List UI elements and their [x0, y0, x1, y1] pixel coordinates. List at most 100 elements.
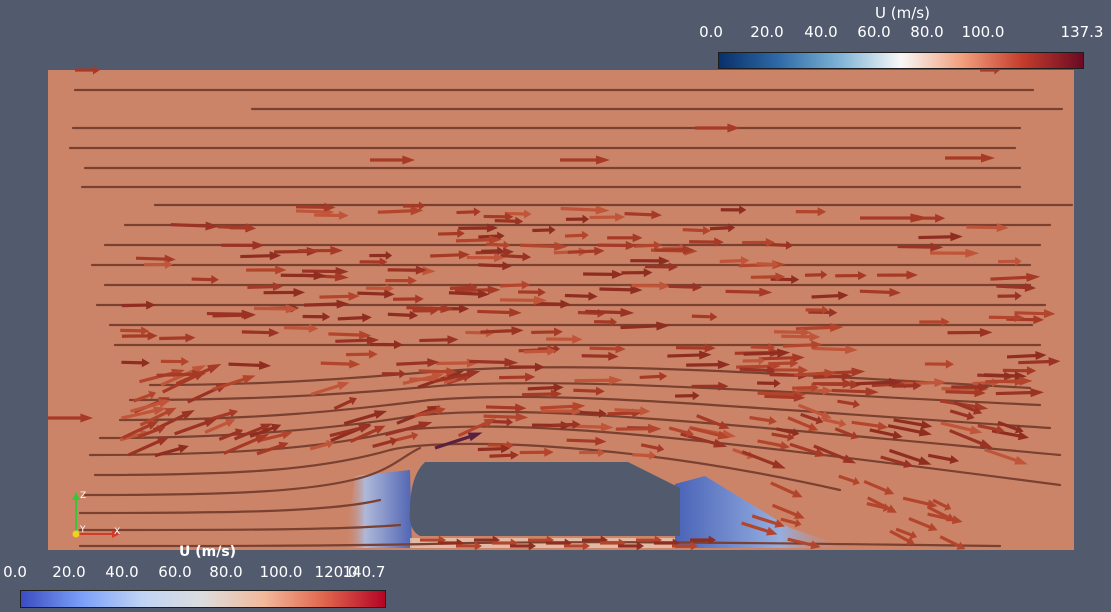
velocity-arrow — [897, 242, 944, 252]
velocity-arrow — [776, 427, 800, 437]
velocity-arrow — [564, 230, 589, 240]
velocity-arrow — [121, 406, 167, 420]
velocity-arrow — [349, 425, 386, 443]
velocity-arrow — [246, 265, 287, 275]
velocity-arrow — [456, 207, 481, 217]
velocity-arrow — [690, 426, 730, 440]
velocity-arrow — [302, 312, 331, 322]
velocity-arrow — [372, 437, 399, 449]
velocity-arrow — [247, 282, 283, 292]
velocity-arrow — [130, 399, 171, 413]
velocity-arrow — [546, 334, 583, 344]
velocity-arrow — [523, 346, 557, 356]
velocity-arrow — [531, 327, 563, 337]
velocity-arrow — [418, 367, 458, 377]
velocity-arrow — [160, 357, 190, 367]
velocity-arrow — [756, 259, 779, 269]
velocity-arrow — [483, 412, 529, 422]
velocity-arrow — [940, 421, 983, 435]
velocity-arrow — [813, 345, 858, 355]
velocity-arrow — [508, 362, 546, 372]
velocity-arrow — [223, 433, 270, 455]
velocity-arrow — [560, 155, 610, 165]
velocity-arrow — [997, 291, 1022, 301]
velocity-arrow — [770, 481, 803, 498]
velocity-arrow — [751, 514, 786, 528]
velocity-arrow — [985, 376, 1033, 386]
velocity-arrow — [953, 401, 983, 415]
velocity-arrow — [630, 256, 670, 266]
colorbar-bottom-title: U (m/s) — [179, 544, 237, 560]
velocity-arrow — [204, 418, 236, 434]
velocity-arrow — [690, 535, 716, 545]
velocity-arrow — [995, 388, 1045, 398]
velocity-arrow — [719, 256, 750, 266]
velocity-arrow — [966, 223, 1009, 233]
velocity-arrow — [835, 271, 867, 281]
velocity-arrow — [640, 443, 665, 453]
velocity-arrow — [564, 291, 598, 301]
velocity-arrow — [396, 431, 419, 442]
velocity-arrow — [780, 517, 802, 528]
velocity-arrow — [880, 455, 914, 469]
velocity-arrow — [430, 250, 471, 260]
velocity-arrow — [229, 223, 254, 233]
colorbar-top-tick: 40.0 — [804, 23, 838, 41]
velocity-arrow — [212, 375, 256, 391]
velocity-arrow — [280, 271, 327, 281]
velocity-arrow — [805, 305, 829, 315]
velocity-arrow — [469, 357, 519, 367]
velocity-arrow — [621, 268, 653, 278]
velocity-arrow — [402, 372, 444, 385]
colorbar-bottom-tick: 20.0 — [52, 563, 86, 581]
velocity-arrow — [795, 323, 844, 333]
velocity-arrow — [137, 425, 166, 439]
velocity-arrow — [741, 521, 778, 536]
streamline — [78, 523, 402, 532]
velocity-arrow — [739, 365, 778, 375]
velocity-arrow — [691, 312, 718, 322]
axes-triad: X Y Z — [72, 491, 120, 538]
velocity-arrow — [328, 330, 372, 340]
velocity-arrow — [48, 413, 93, 423]
colorbar-bottom-tick: 100.0 — [259, 563, 303, 581]
velocity-arrow — [263, 287, 306, 297]
velocity-arrow — [384, 421, 433, 437]
velocity-arrow — [867, 496, 897, 513]
velocity-arrow — [927, 512, 963, 525]
colorbar-top-max-label: 137.3 — [1060, 23, 1104, 41]
velocity-arrow — [597, 240, 637, 250]
velocity-arrow — [800, 412, 824, 425]
velocity-arrow — [675, 391, 700, 401]
velocity-arrow — [455, 235, 502, 245]
velocity-arrow — [689, 237, 724, 247]
velocity-arrow — [764, 392, 806, 402]
axis-z-label: Z — [80, 491, 86, 501]
velocity-arrow — [377, 206, 424, 216]
velocity-arrow — [639, 371, 668, 381]
velocity-arrow — [781, 332, 821, 342]
velocity-arrow — [930, 248, 980, 258]
velocity-arrow — [631, 281, 671, 291]
velocity-arrow — [412, 306, 438, 316]
velocity-arrow — [565, 214, 590, 224]
velocity-arrow — [997, 420, 1024, 434]
velocity-arrow — [822, 417, 847, 428]
velocity-arrow — [387, 265, 427, 275]
velocity-arrow — [668, 426, 694, 438]
velocity-arrow — [191, 275, 219, 285]
velocity-arrow — [686, 360, 731, 370]
velocity-arrow — [256, 430, 293, 443]
velocity-arrow — [668, 282, 703, 292]
velocity-arrow — [303, 299, 350, 309]
velocity-arrow — [75, 65, 100, 75]
front-stagnation-region — [345, 470, 412, 548]
velocity-arrow — [750, 272, 786, 282]
velocity-arrow — [499, 295, 548, 305]
velocity-arrow — [869, 428, 903, 440]
velocity-arrow — [984, 371, 1027, 381]
velocity-arrow — [387, 310, 419, 320]
velocity-arrow — [618, 541, 644, 551]
velocity-arrow — [750, 342, 776, 352]
